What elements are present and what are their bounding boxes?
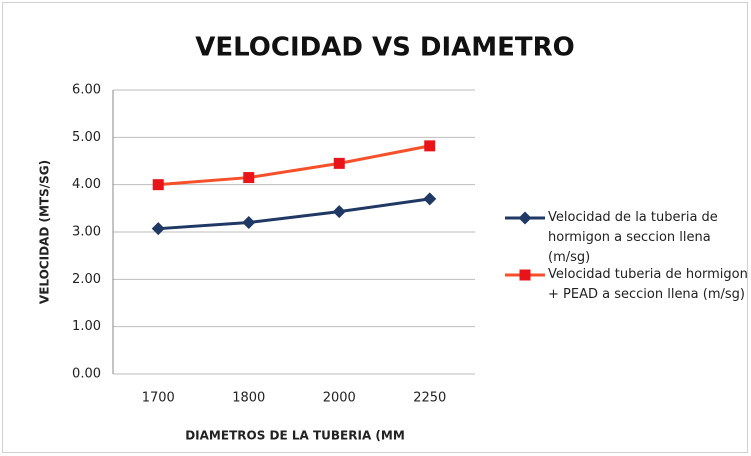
legend-label: Velocidad tuberia de hormigon + PEAD a s… bbox=[548, 267, 748, 302]
marker bbox=[424, 140, 436, 152]
y-tick-label: 2.00 bbox=[72, 272, 101, 287]
legend-marker bbox=[519, 269, 531, 281]
series-line bbox=[158, 144, 431, 187]
y-tick-label: 5.00 bbox=[72, 130, 101, 145]
chart-title: VELOCIDAD VS DIAMETRO bbox=[195, 33, 575, 63]
x-tick-label: 2000 bbox=[323, 391, 356, 406]
x-axis-label: DIAMETROS DE LA TUBERIA (MM bbox=[185, 429, 405, 443]
x-tick-label: 1800 bbox=[232, 391, 265, 406]
y-tick-label: 1.00 bbox=[72, 319, 101, 334]
marker bbox=[423, 192, 437, 206]
legend-label: Velocidad de la tuberia de hormigon a se… bbox=[548, 210, 718, 265]
y-tick-label: 3.00 bbox=[72, 225, 101, 240]
x-tick-label: 2250 bbox=[413, 391, 446, 406]
marker bbox=[242, 216, 256, 230]
marker bbox=[332, 205, 346, 219]
series-line bbox=[158, 197, 430, 231]
marker bbox=[243, 172, 255, 184]
marker bbox=[333, 157, 345, 169]
marker bbox=[152, 179, 164, 191]
y-tick-label: 0.00 bbox=[72, 367, 101, 382]
y-tick-label: 4.00 bbox=[72, 177, 101, 192]
legend-marker bbox=[518, 211, 532, 225]
y-tick-label: 6.00 bbox=[72, 83, 101, 98]
y-axis-label: VELOCIDAD (MTS/SG) bbox=[38, 160, 52, 304]
x-tick-label: 1700 bbox=[142, 391, 175, 406]
marker bbox=[151, 222, 165, 236]
